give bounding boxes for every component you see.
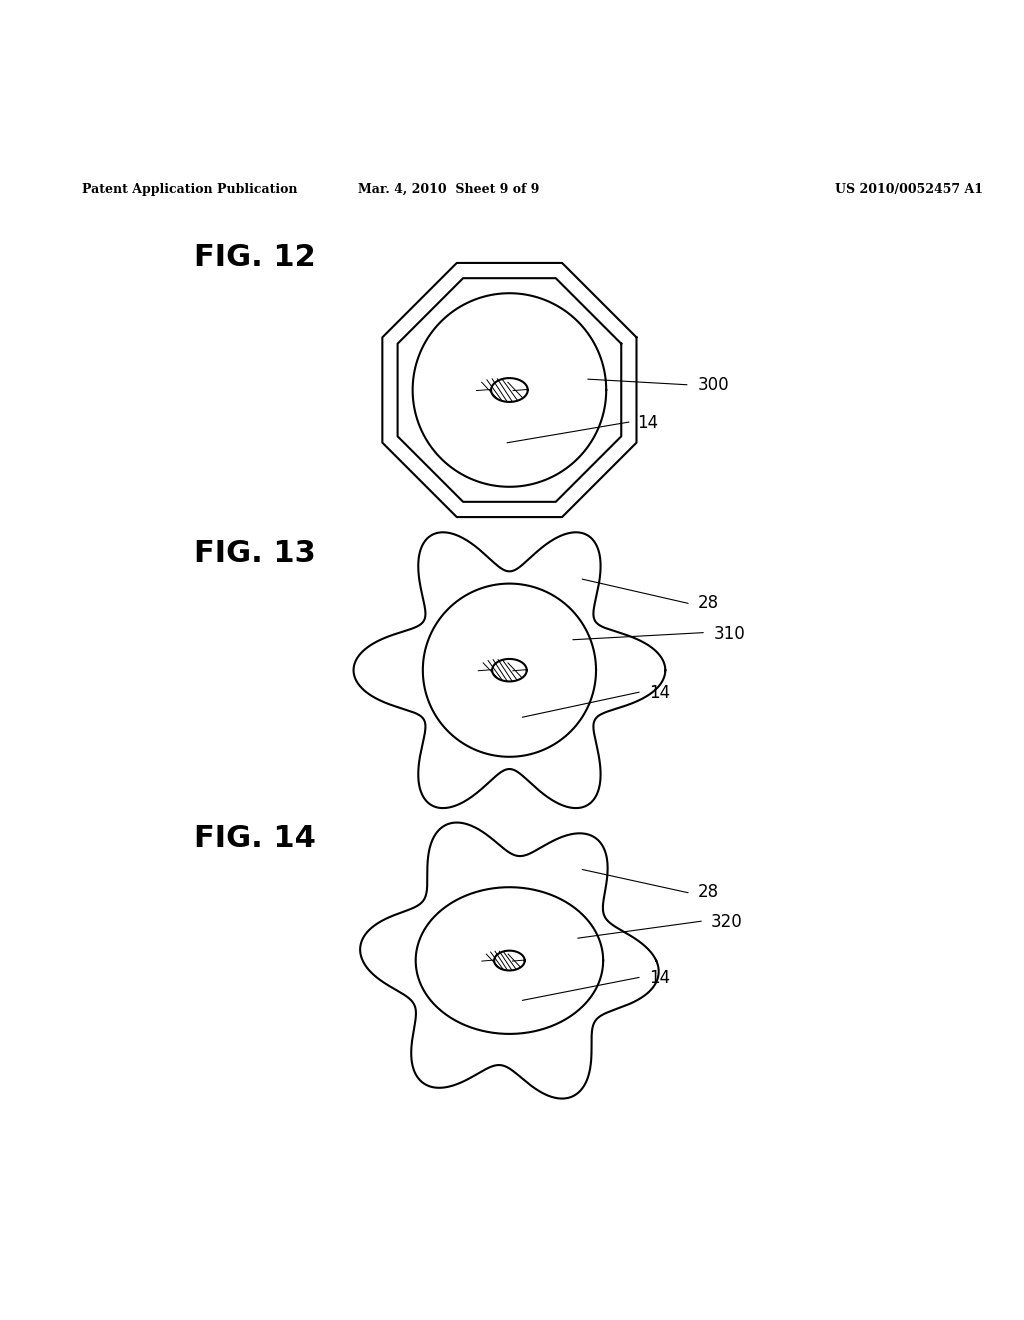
Text: 310: 310 <box>713 624 744 643</box>
Text: US 2010/0052457 A1: US 2010/0052457 A1 <box>836 182 983 195</box>
Text: 14: 14 <box>649 969 670 987</box>
Text: Patent Application Publication: Patent Application Publication <box>82 182 297 195</box>
Text: 28: 28 <box>698 883 719 902</box>
Text: 14: 14 <box>637 413 657 432</box>
Text: Mar. 4, 2010  Sheet 9 of 9: Mar. 4, 2010 Sheet 9 of 9 <box>357 182 539 195</box>
Text: 14: 14 <box>649 684 670 702</box>
Polygon shape <box>495 950 524 970</box>
Text: FIG. 12: FIG. 12 <box>194 243 315 272</box>
Text: 300: 300 <box>698 376 729 393</box>
Text: 320: 320 <box>711 913 742 931</box>
Text: FIG. 13: FIG. 13 <box>194 539 315 568</box>
Text: FIG. 14: FIG. 14 <box>194 824 315 853</box>
Polygon shape <box>492 378 527 401</box>
Polygon shape <box>493 659 526 681</box>
Text: 28: 28 <box>698 594 719 612</box>
